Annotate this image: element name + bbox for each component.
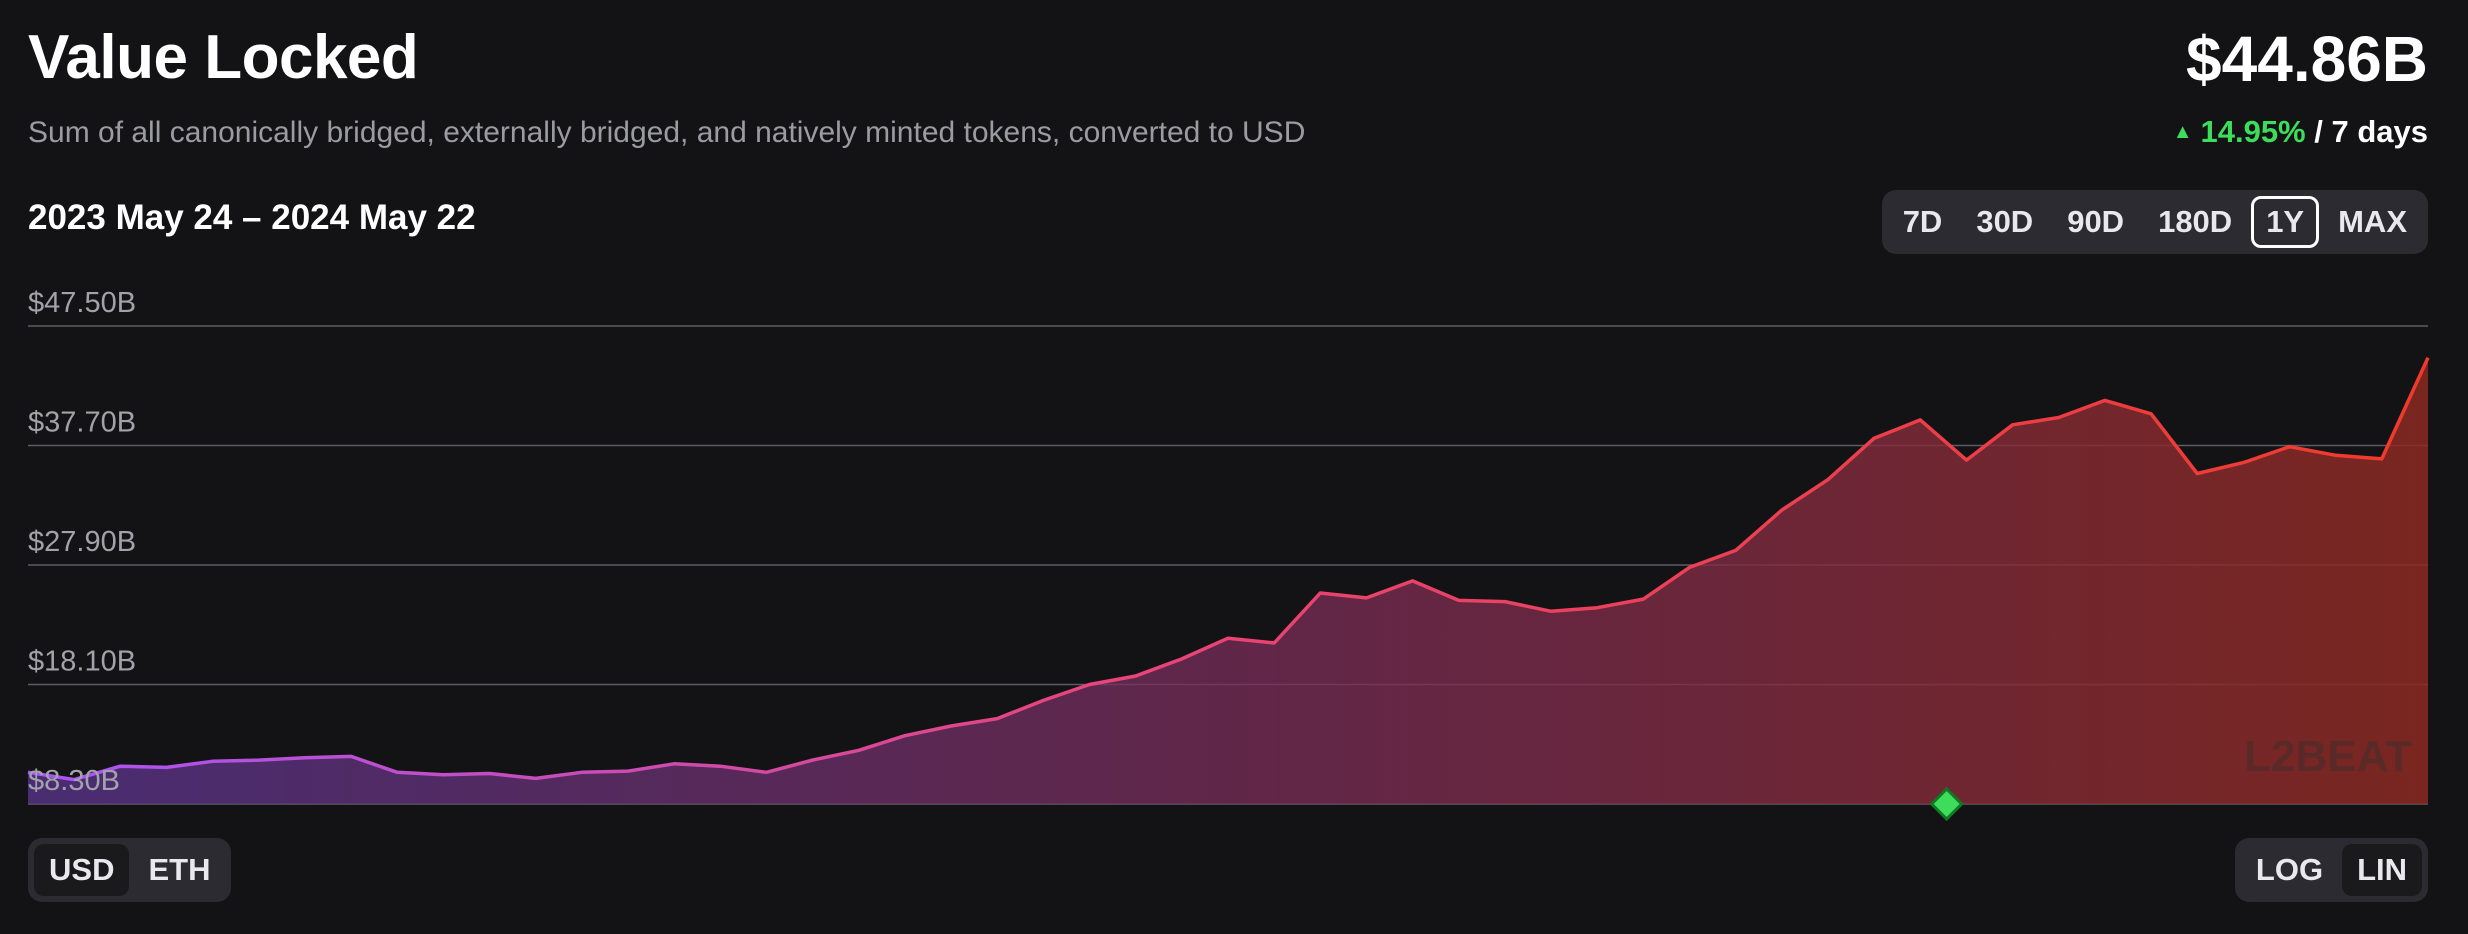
scale-toggle: LOG LIN	[2234, 838, 2428, 902]
y-tick-label: $8.30B	[28, 765, 120, 797]
timeframe-7d-button[interactable]: 7D	[1902, 204, 1943, 239]
y-tick-label: $27.90B	[28, 526, 136, 558]
event-marker-diamond[interactable]	[1929, 786, 1964, 822]
scale-lin-button[interactable]: LIN	[2342, 844, 2422, 896]
y-axis-labels: $8.30B $18.10B $27.90B $37.70B $47.50B	[28, 287, 136, 797]
timeframe-30d-button[interactable]: 30D	[1976, 204, 2034, 239]
page-title: Value Locked	[28, 23, 419, 92]
change-period: / 7 days	[2314, 114, 2428, 149]
series-line	[27, 356, 2430, 782]
y-tick-label: $37.70B	[28, 407, 136, 439]
change-percent: 14.95%	[2200, 114, 2306, 149]
timeframe-max-button[interactable]: MAX	[2338, 204, 2407, 239]
currency-eth-button[interactable]: ETH	[148, 852, 211, 887]
series-area	[28, 357, 2428, 804]
l2beat-watermark: L2BEAT	[2244, 732, 2412, 781]
timeframe-180d-button[interactable]: 180D	[2158, 204, 2233, 239]
value-locked-chart: $8.30B $18.10B $27.90B $37.70B $47.50B L2BEA…	[27, 287, 2430, 822]
date-range: 2023 May 24 – 2024 May 22	[28, 198, 476, 237]
timeframe-90d-button[interactable]: 90D	[2067, 204, 2125, 239]
timeframe-selector: 7D 30D 90D 180D 1Y MAX	[1881, 190, 2428, 254]
timeframe-1y-button[interactable]: 1Y	[2251, 196, 2320, 248]
page-subtitle: Sum of all canonically bridged, external…	[28, 116, 1306, 149]
event-marker-icon[interactable]	[1929, 786, 1964, 822]
value-change: ▲ 14.95% / 7 days	[2173, 114, 2428, 150]
total-value: $44.86B	[2186, 23, 2428, 95]
triangle-up-icon: ▲	[2172, 121, 2193, 143]
currency-usd-button[interactable]: USD	[34, 844, 130, 896]
currency-toggle: USD ETH	[28, 838, 232, 902]
y-tick-label: $18.10B	[28, 646, 136, 678]
scale-log-button[interactable]: LOG	[2255, 852, 2324, 887]
y-tick-label: $47.50B	[28, 287, 136, 319]
